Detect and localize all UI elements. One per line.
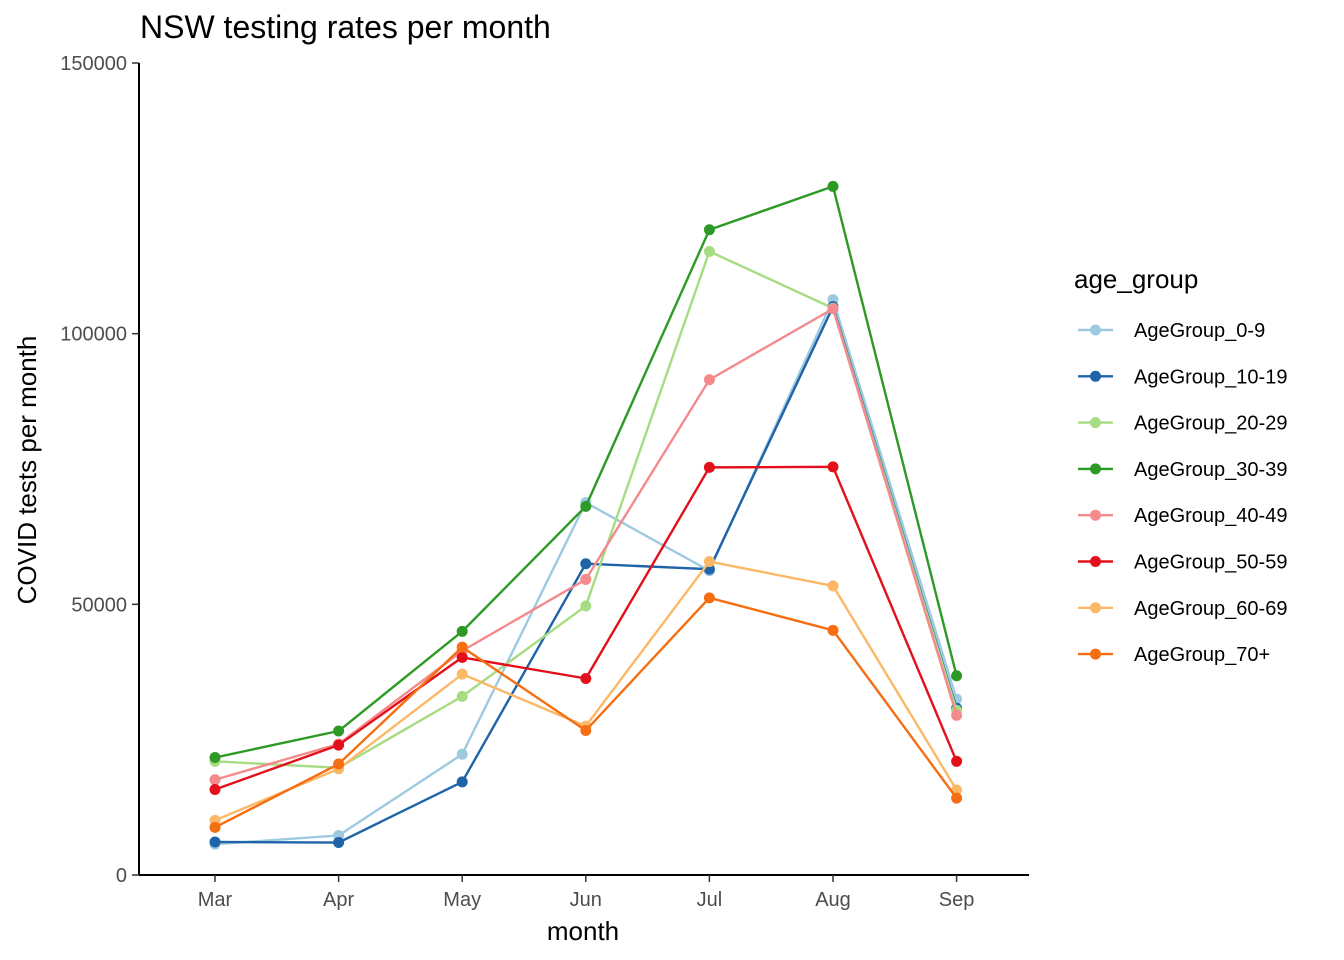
data-point [580, 600, 592, 612]
legend-label: AgeGroup_40-49 [1134, 505, 1287, 527]
legend-key-point [1090, 370, 1101, 382]
x-tick-label: Jul [697, 889, 723, 911]
legend-key-point [1090, 556, 1101, 567]
legend-item: AgeGroup_30-39 [1078, 459, 1287, 481]
x-tick-label: Sep [939, 889, 975, 911]
series-line [214, 465, 958, 791]
y-tick-label: 0 [116, 865, 127, 887]
data-point [580, 573, 592, 585]
data-point [703, 245, 715, 257]
data-point [827, 303, 839, 315]
series-AgeGroup_70+ [209, 592, 963, 833]
series-line [214, 596, 958, 829]
series-layer [209, 180, 963, 850]
legend-label: AgeGroup_60-69 [1134, 598, 1287, 620]
legend-label: AgeGroup_30-39 [1134, 459, 1287, 481]
data-point [951, 709, 963, 721]
data-point [580, 558, 592, 570]
x-axis-title: month [547, 916, 619, 946]
data-point [703, 224, 715, 236]
series-line [214, 560, 958, 822]
data-point [827, 624, 839, 636]
data-point [209, 821, 221, 833]
x-tick-label: May [443, 889, 481, 911]
legend-label: AgeGroup_70+ [1134, 644, 1270, 666]
legend-item: AgeGroup_60-69 [1078, 598, 1287, 620]
data-point [456, 748, 468, 760]
legend-item: AgeGroup_0-9 [1078, 320, 1265, 342]
legend-label: AgeGroup_50-59 [1134, 552, 1287, 574]
x-axis: Mar Apr May Jun Jul Aug Sep [139, 874, 1029, 911]
data-point [456, 776, 468, 788]
data-point [703, 374, 715, 386]
data-point [456, 625, 468, 637]
data-point [209, 752, 221, 764]
data-point [456, 641, 468, 653]
data-point [333, 837, 345, 849]
data-point [580, 724, 592, 736]
series-AgeGroup_30-39 [209, 180, 963, 764]
legend-title: age_group [1074, 264, 1198, 294]
data-point [209, 836, 221, 848]
data-point [580, 500, 592, 512]
y-axis: 0 50000 100000 150000 [60, 53, 140, 887]
legend-key-point [1090, 509, 1101, 521]
data-point [951, 755, 963, 767]
legend: age_group AgeGroup_0-9 AgeGroup_10-19 AgeG… [1074, 264, 1287, 666]
legend-item: AgeGroup_20-29 [1078, 413, 1287, 435]
data-point [951, 792, 963, 804]
legend-key-point [1090, 417, 1101, 429]
legend-key-point [1090, 602, 1101, 614]
data-point [333, 739, 345, 751]
data-point [703, 461, 715, 473]
x-tick-label: Aug [815, 889, 851, 911]
series-AgeGroup_40-49 [209, 303, 963, 786]
series-AgeGroup_50-59 [209, 461, 963, 795]
y-tick-label: 150000 [60, 53, 127, 75]
x-tick-label: Mar [198, 889, 233, 911]
legend-item: AgeGroup_50-59 [1078, 552, 1287, 574]
legend-key-point [1090, 463, 1101, 475]
data-point [703, 556, 715, 568]
data-point [580, 672, 592, 684]
data-point [333, 758, 345, 770]
data-point [333, 725, 345, 737]
legend-item: AgeGroup_70+ [1078, 644, 1270, 666]
x-tick-label: Apr [323, 889, 354, 911]
data-point [827, 461, 839, 473]
data-point [209, 774, 221, 786]
legend-label: AgeGroup_0-9 [1134, 320, 1265, 342]
data-point [456, 668, 468, 680]
legend-item: AgeGroup_40-49 [1078, 505, 1287, 527]
series-AgeGroup_60-69 [209, 556, 963, 826]
data-point [827, 580, 839, 592]
y-tick-label: 100000 [60, 324, 127, 346]
data-point [456, 651, 468, 663]
legend-key-point [1090, 324, 1101, 336]
data-point [703, 592, 715, 604]
series-line [214, 185, 958, 759]
legend-key-point [1090, 648, 1101, 660]
data-point [951, 670, 963, 682]
x-tick-label: Jun [570, 889, 602, 911]
chart-title: NSW testing rates per month [140, 9, 551, 45]
data-point [827, 180, 839, 192]
legend-item: AgeGroup_10-19 [1078, 366, 1287, 388]
series-line [214, 298, 958, 846]
series-line [214, 307, 958, 781]
legend-label: AgeGroup_10-19 [1134, 366, 1287, 388]
data-point [209, 783, 221, 795]
y-axis-title: COVID tests per month [12, 336, 42, 605]
y-tick-label: 50000 [71, 594, 127, 616]
data-point [456, 690, 468, 702]
legend-label: AgeGroup_20-29 [1134, 413, 1287, 435]
